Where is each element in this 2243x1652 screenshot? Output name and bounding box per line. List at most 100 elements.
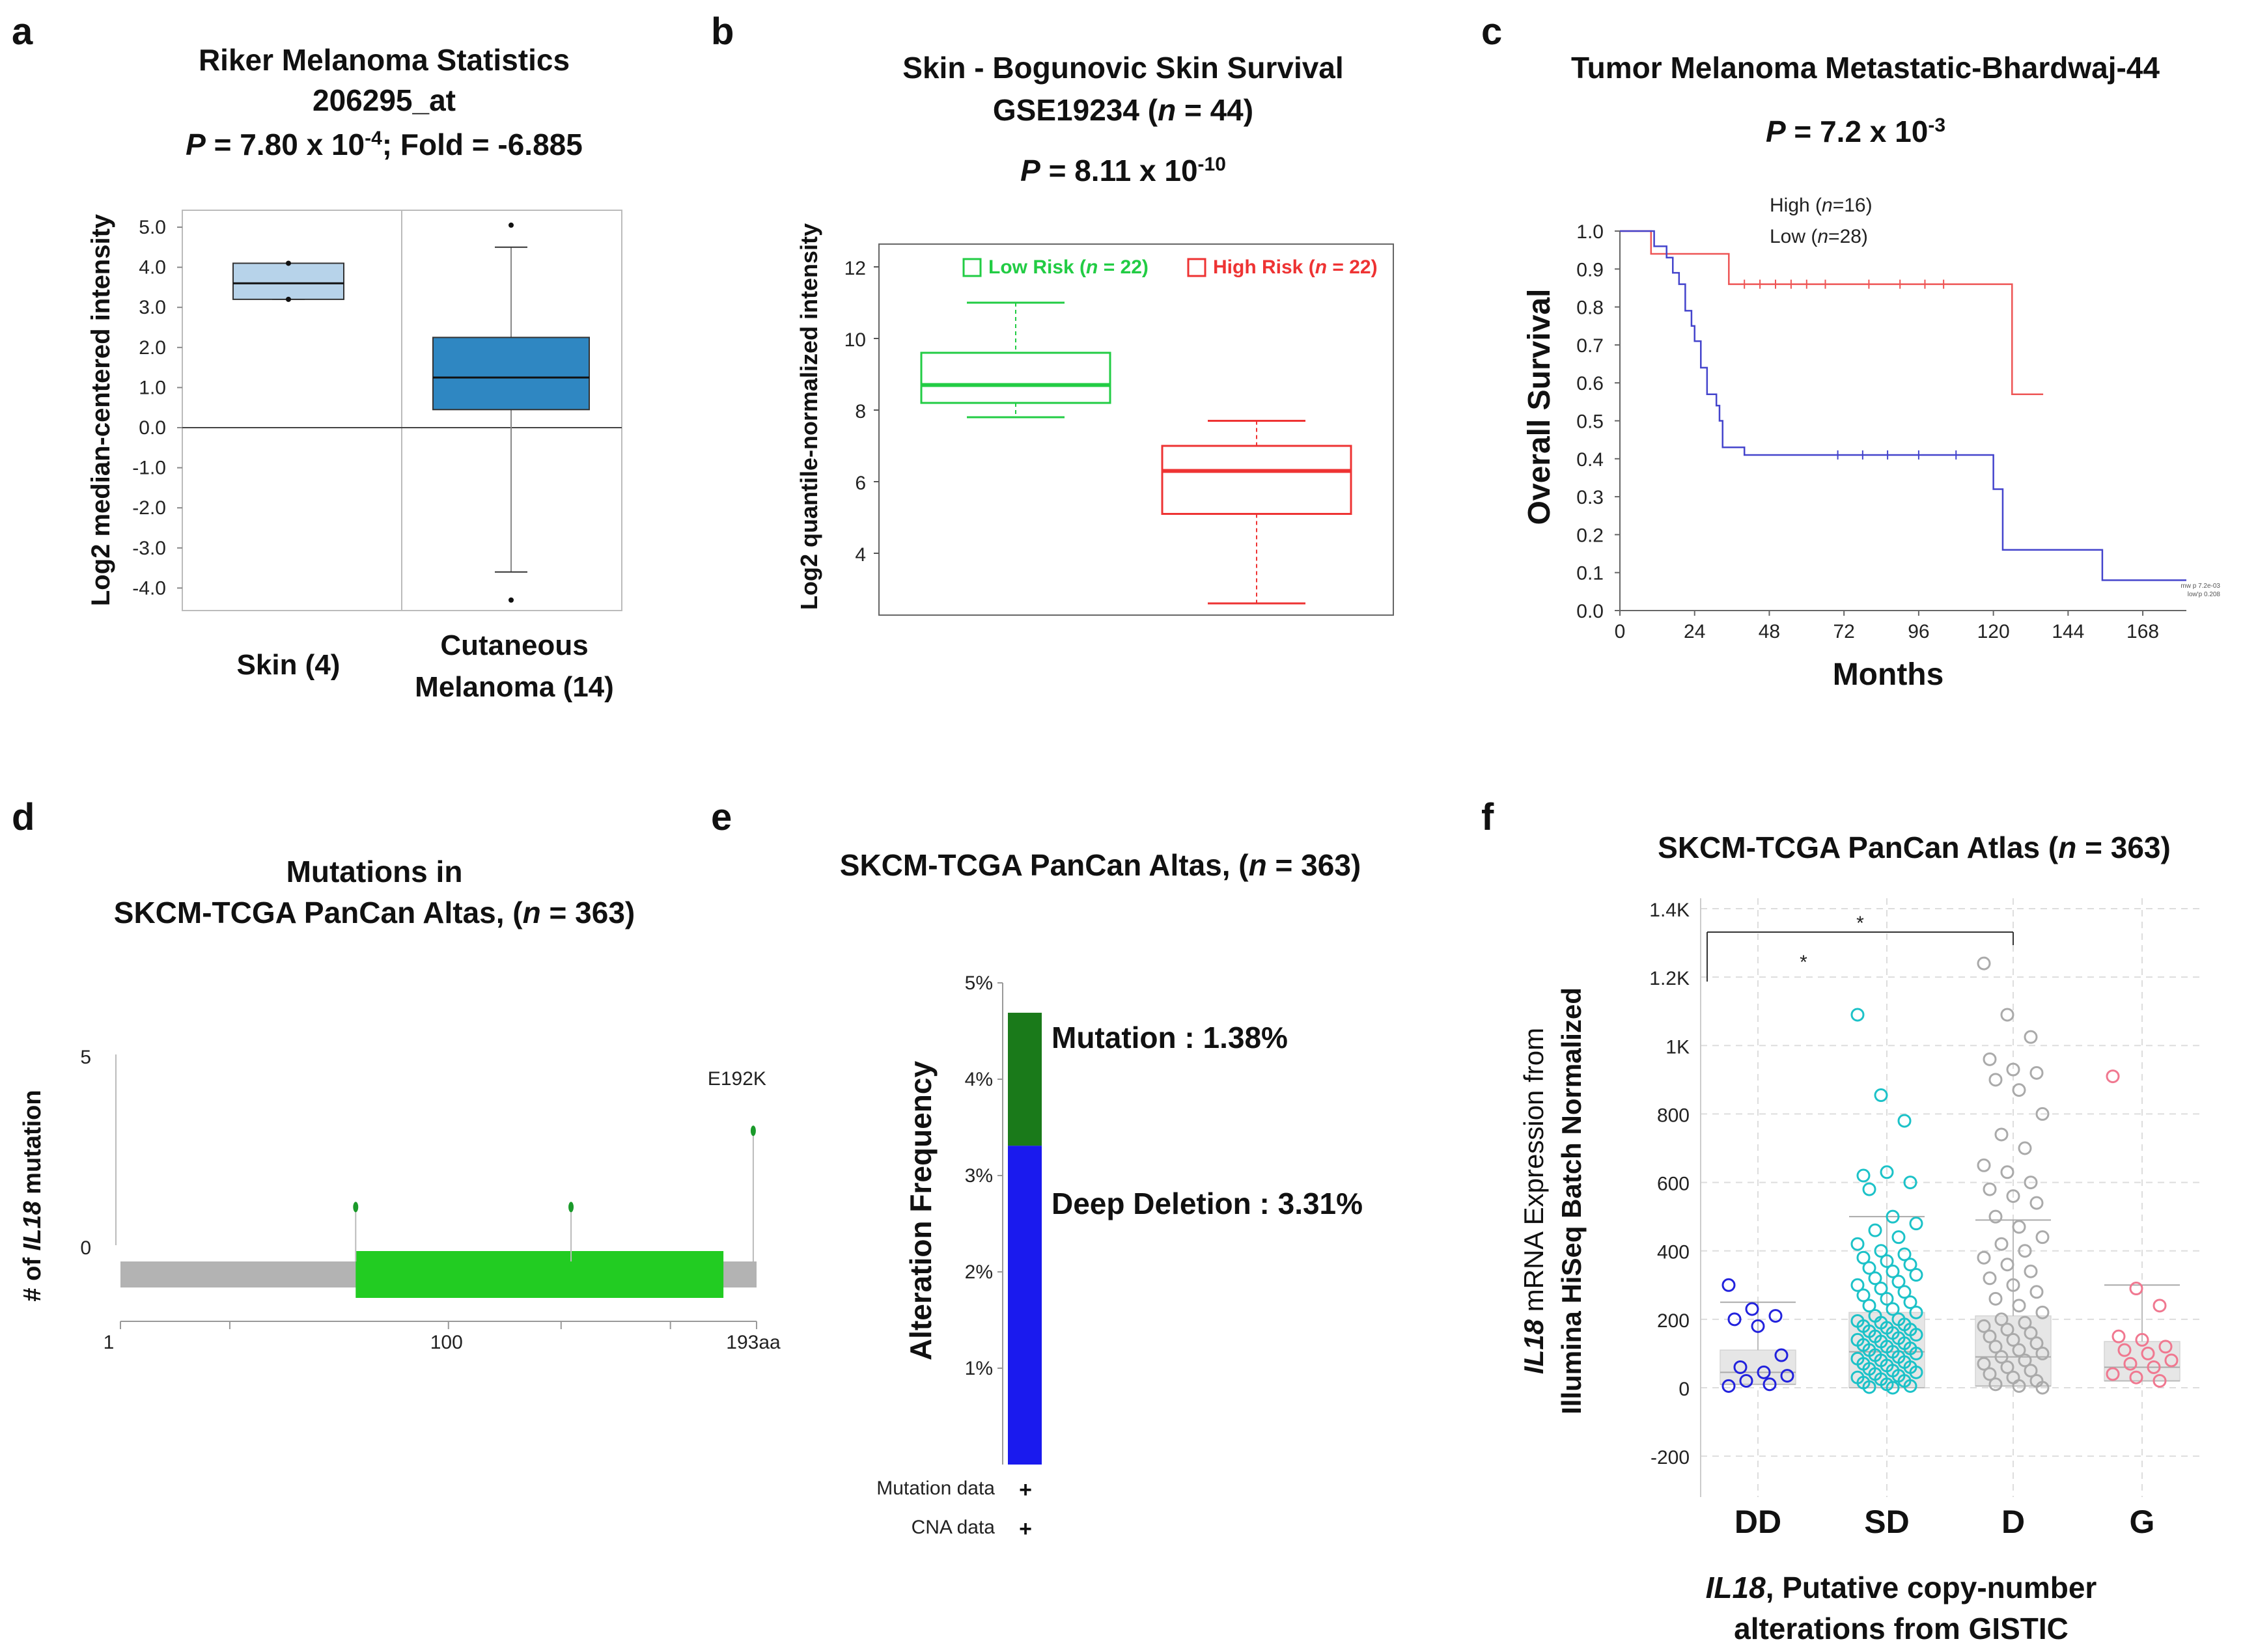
data-point	[1983, 1182, 1997, 1196]
data-point	[2018, 1353, 2032, 1368]
data-point	[2006, 1189, 2020, 1204]
y-tick-label: -2.0	[132, 497, 166, 519]
data-point	[1903, 1176, 1917, 1190]
outlier-point	[509, 597, 514, 603]
data-point	[2024, 1364, 2038, 1378]
panel-c-title: Tumor Melanoma Metastatic-Bhardwaj-44	[1571, 51, 2160, 85]
data-point	[1850, 1278, 1865, 1292]
data-point	[1988, 1073, 2003, 1087]
data-point	[1856, 1250, 1871, 1265]
data-point	[2164, 1353, 2179, 1368]
data-point	[2012, 1220, 2026, 1234]
x-tick-label: 120	[1977, 621, 2010, 642]
data-point	[1862, 1261, 1876, 1275]
data-point	[2024, 1030, 2038, 1044]
panel-c-legend-high: High (n=16)	[1770, 195, 1873, 216]
track-row-mark: +	[1019, 1478, 1032, 1502]
data-point	[1891, 1230, 1906, 1245]
data-point	[2029, 1285, 2044, 1299]
data-point	[1994, 1237, 2009, 1251]
data-point	[2012, 1083, 2026, 1097]
lollipop-head	[568, 1202, 574, 1213]
data-point	[1850, 1008, 1865, 1022]
y-tick-label: 2%	[965, 1261, 993, 1283]
sig-star: *	[1800, 952, 1807, 973]
data-point	[2117, 1343, 2132, 1357]
y-tick-label: 10	[844, 329, 866, 351]
data-point	[1886, 1381, 1900, 1395]
data-point	[2018, 1141, 2032, 1155]
data-point	[1909, 1217, 1923, 1231]
panel-c-plot: 1.0 0.9 0.8 0.7 0.6 0.5 0.4 0.3 0.2 0.1 0.0 0 24 48 72…	[1576, 221, 2186, 642]
data-point	[1977, 956, 1991, 971]
y-tick-label: 600	[1657, 1174, 1690, 1195]
data-point	[2006, 1332, 2020, 1347]
x-tick-label: 144	[2052, 621, 2084, 642]
y-tick-label: 0.5	[1576, 411, 1604, 433]
panel-f-plot: 1.4K 1.2K 1K 800 600 400 200 0 -200 * * DD SD D G	[1649, 898, 2202, 1540]
data-point	[1886, 1264, 1900, 1278]
y-tick-label: 4.0	[139, 257, 166, 279]
x-category-label: G	[2130, 1504, 2155, 1540]
data-point	[1850, 1237, 1865, 1251]
panel-letter-a: a	[12, 10, 33, 53]
panel-b-legend-low-swatch	[962, 258, 982, 277]
y-tick-label: 0	[80, 1237, 91, 1259]
panel-a-pvalue: P = 7.80 x 10-4; Fold = -6.885	[186, 128, 583, 162]
data-point	[2111, 1329, 2126, 1343]
x-tick-label: 72	[1833, 621, 1854, 642]
panel-f-ylabel-line2: Illumina HiSeq Batch Normalized	[1556, 987, 1587, 1414]
data-point	[2006, 1062, 2020, 1077]
bar-segment-deep-deletion	[1008, 1146, 1042, 1465]
y-tick-label: 12	[844, 258, 866, 279]
data-point	[2129, 1282, 2143, 1296]
data-point	[1874, 1088, 1888, 1103]
data-point	[1874, 1244, 1888, 1258]
data-point	[2024, 1264, 2038, 1278]
panel-f-xlabel-line2: alterations from GISTIC	[1734, 1612, 2069, 1645]
panel-b-legend-high-swatch	[1187, 258, 1206, 277]
data-point	[1977, 1250, 1991, 1265]
outlier-point	[286, 260, 291, 266]
y-tick-label: 1.2K	[1649, 968, 1690, 989]
data-point	[1880, 1254, 1894, 1268]
data-point	[2012, 1299, 2026, 1313]
lollipop-head	[750, 1125, 756, 1136]
data-point	[2035, 1107, 2050, 1121]
x-category-label: SD	[1864, 1504, 1909, 1540]
data-point	[2000, 1165, 2014, 1179]
data-point	[1880, 1165, 1894, 1179]
panel-letter-f: f	[1481, 796, 1494, 838]
y-tick-label: 0.1	[1576, 563, 1604, 585]
panel-letter-e: e	[711, 796, 732, 838]
protein-domain	[355, 1251, 724, 1298]
y-tick-label: 3.0	[139, 297, 166, 318]
data-point	[1909, 1328, 1923, 1342]
panel-c: c Tumor Melanoma Metastatic-Bhardwaj-44 …	[1481, 10, 2220, 692]
panel-d: d Mutations in SKCM-TCGA PanCan Altas, (…	[12, 796, 781, 1353]
x-tick-label: 168	[2126, 621, 2159, 642]
y-tick-label: -4.0	[132, 577, 166, 599]
data-point	[1886, 1209, 1900, 1224]
data-point	[2029, 1196, 2044, 1210]
y-tick-label: 5%	[965, 972, 993, 994]
data-point	[1762, 1377, 1777, 1392]
x-category-label: DD	[1734, 1504, 1781, 1540]
panel-c-footnote-1: mw p 7.2e-03	[2180, 583, 2220, 590]
panel-b-legend-low: Low Risk (n = 22)	[988, 256, 1149, 278]
y-tick-label: 1%	[965, 1358, 993, 1379]
data-point	[1868, 1223, 1882, 1237]
data-point	[2141, 1346, 2155, 1360]
box-1	[1161, 445, 1352, 515]
data-point	[2000, 1323, 2014, 1337]
panel-b-plot-frame	[878, 243, 1394, 616]
x-category-label: D	[2001, 1504, 2025, 1540]
data-point	[2129, 1370, 2143, 1384]
panel-c-legend-low: Low (n=28)	[1770, 226, 1868, 247]
x-tick-label: 193aa	[726, 1332, 781, 1353]
data-point	[1909, 1305, 1923, 1319]
lollipop-head	[353, 1202, 359, 1213]
data-point	[1891, 1274, 1906, 1289]
data-point	[2147, 1360, 2161, 1374]
y-tick-label: 1.4K	[1649, 900, 1690, 921]
